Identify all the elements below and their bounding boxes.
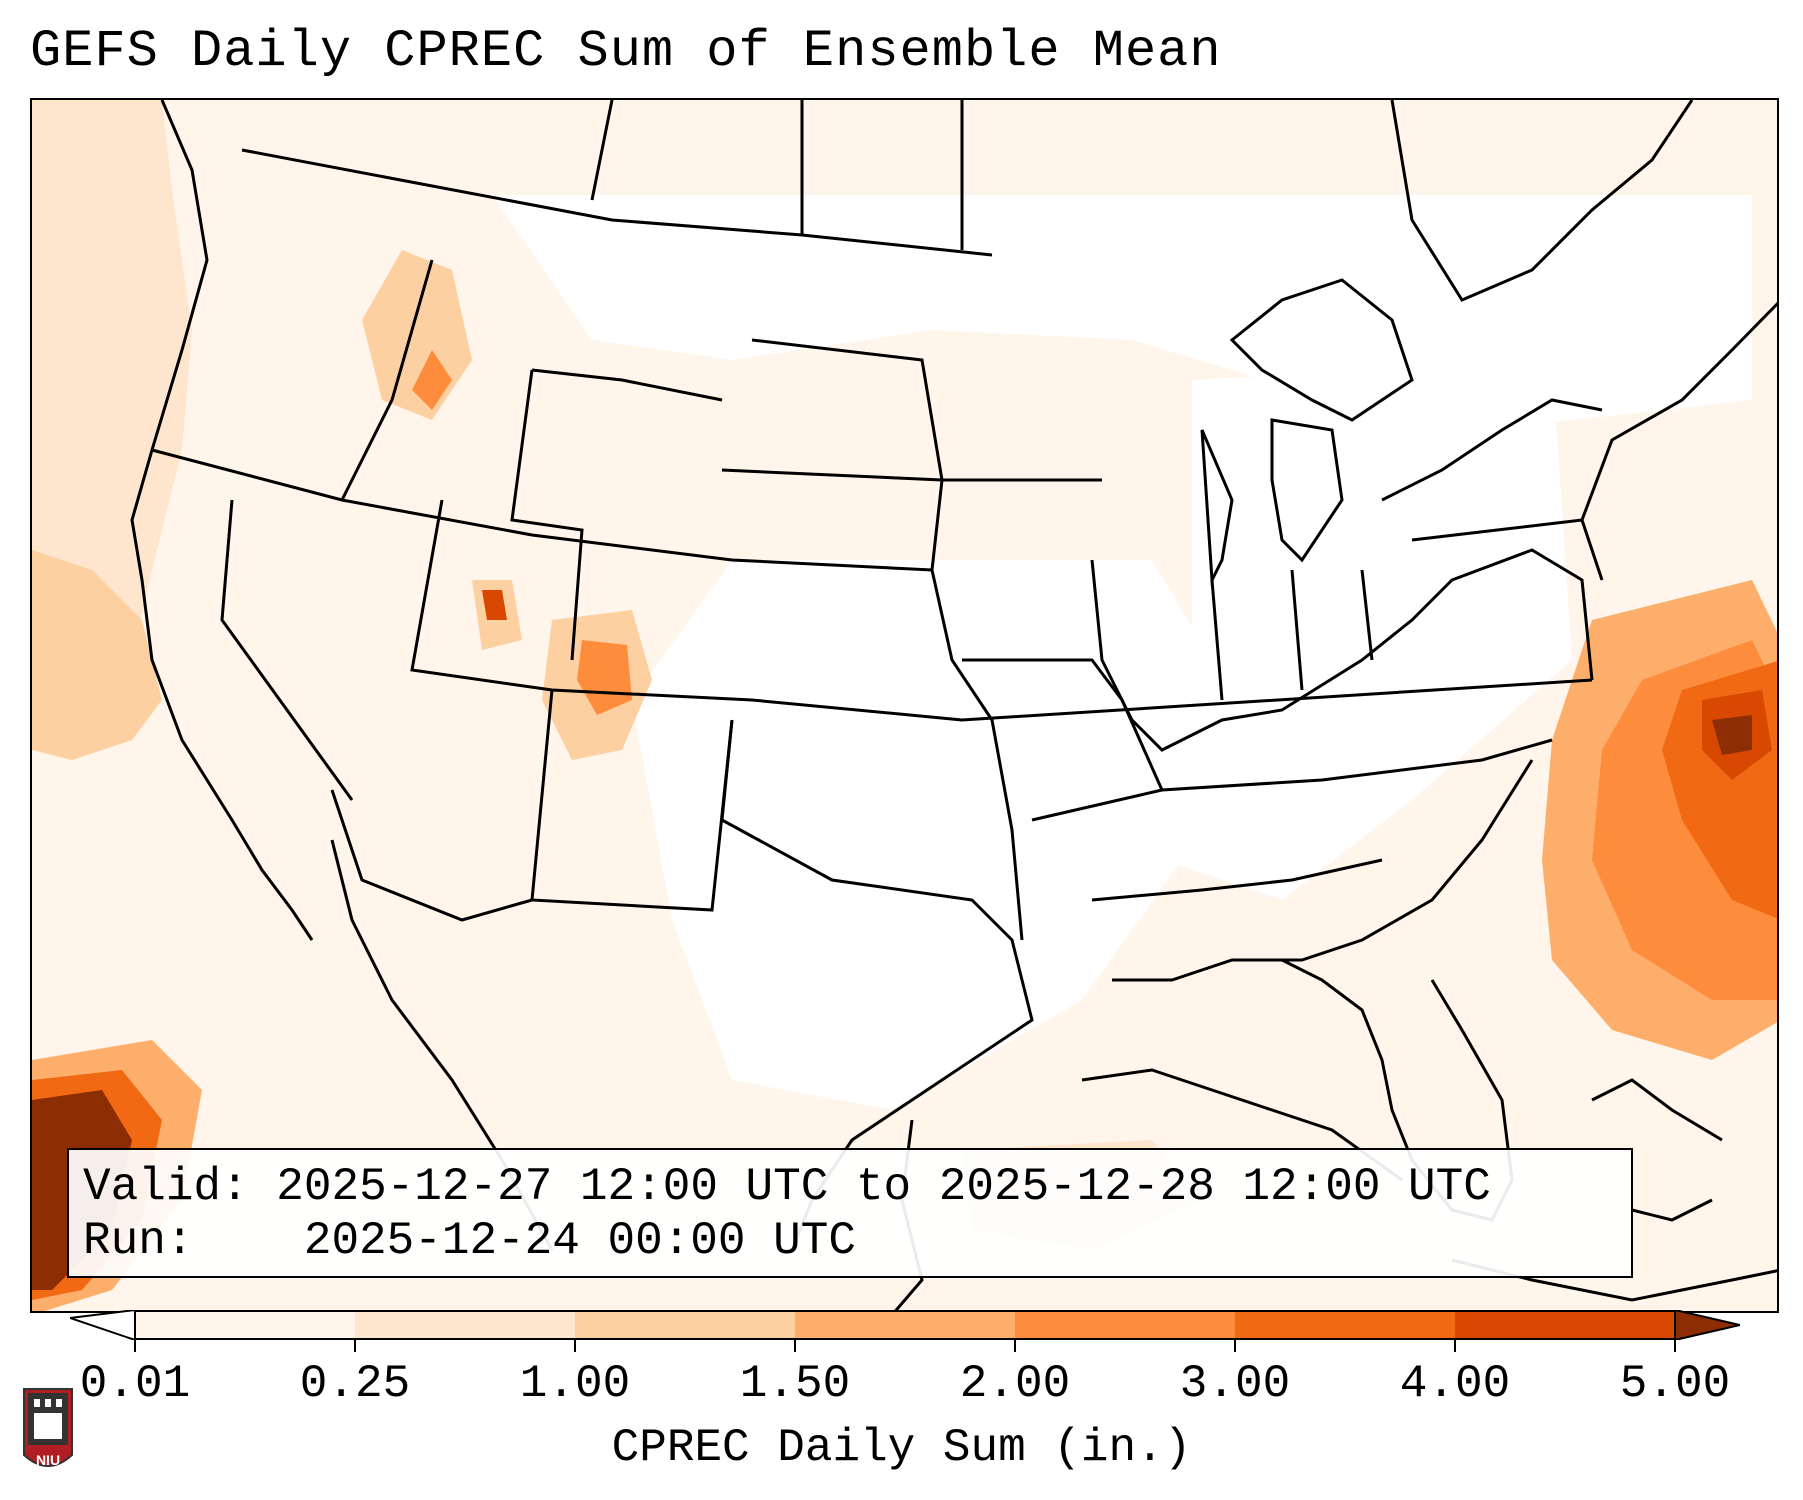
colorbar-segment — [1235, 1310, 1456, 1340]
logo-text: NIU — [36, 1452, 60, 1468]
colorbar-segment — [1015, 1310, 1236, 1340]
colorbar-tick-label: 5.00 — [1619, 1358, 1731, 1410]
colorbar-segment — [795, 1310, 1016, 1340]
colorbar-tick-label: 4.00 — [1399, 1358, 1511, 1410]
logo-window — [34, 1399, 40, 1407]
map-svg — [32, 100, 1777, 1311]
colorbar-segment — [355, 1310, 576, 1340]
logo-window — [56, 1399, 62, 1407]
colorbar — [70, 1310, 1740, 1340]
colorbar-tick-label: 1.50 — [739, 1358, 851, 1410]
precip-shading — [32, 100, 1777, 1311]
logo-window — [34, 1413, 62, 1439]
colorbar-extend-max — [1674, 1310, 1740, 1340]
valid-value: 2025-12-27 12:00 UTC to 2025-12-28 12:00… — [276, 1161, 1491, 1213]
colorbar-outline — [134, 1310, 1676, 1340]
niu-logo: NIU — [23, 1388, 73, 1468]
colorbar-tick-label: 3.00 — [1179, 1358, 1291, 1410]
valid-run-info-box: Valid: 2025-12-27 12:00 UTC to 2025-12-2… — [67, 1148, 1633, 1278]
colorbar-tick-label: 0.25 — [299, 1358, 411, 1410]
colorbar-label: CPREC Daily Sum (in.) — [611, 1422, 1192, 1474]
colorbar-tick-label: 0.01 — [79, 1358, 191, 1410]
run-label: Run: — [83, 1215, 194, 1267]
colorbar-ticks — [134, 1340, 1676, 1352]
colorbar-segment — [575, 1310, 796, 1340]
colorbar-tick-label: 1.00 — [519, 1358, 631, 1410]
map-title: GEFS Daily CPREC Sum of Ensemble Mean — [30, 22, 1222, 81]
colorbar-segment — [1455, 1310, 1676, 1340]
colorbar-segment — [135, 1310, 356, 1340]
colorbar-tick-label: 2.00 — [959, 1358, 1071, 1410]
colorbar-extend-min — [70, 1310, 136, 1340]
valid-label: Valid: — [83, 1161, 249, 1213]
run-value: 2025-12-24 00:00 UTC — [303, 1215, 856, 1267]
logo-window — [45, 1399, 51, 1407]
precip-map — [30, 98, 1779, 1313]
